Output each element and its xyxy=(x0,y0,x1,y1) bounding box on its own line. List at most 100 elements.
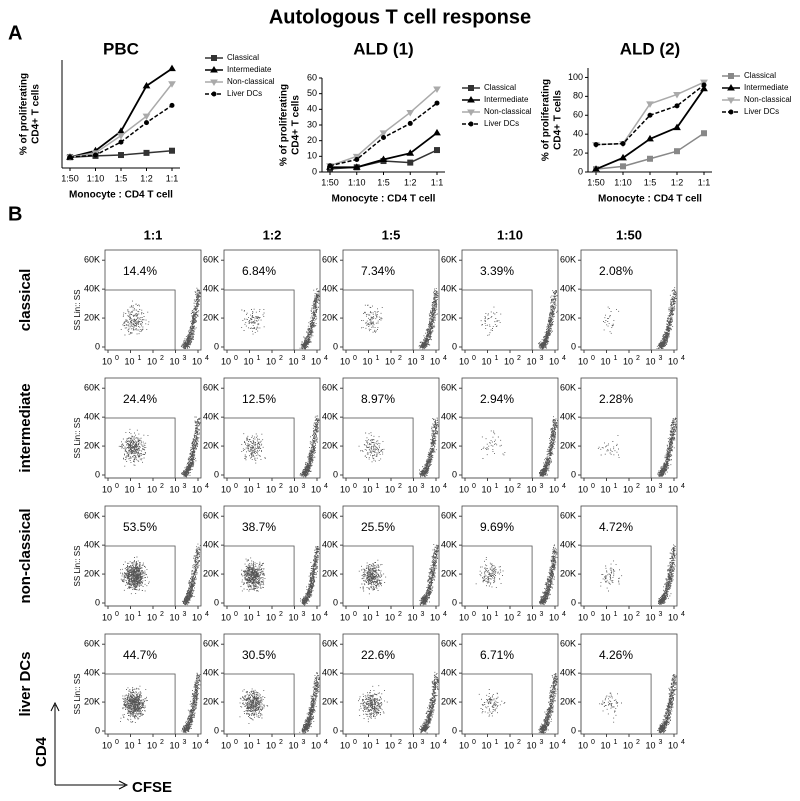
y-tick-label: 0 xyxy=(95,725,100,735)
x-tick-base: 10 xyxy=(578,612,588,622)
marker xyxy=(354,156,360,162)
x-tick-exponent: 3 xyxy=(659,611,663,618)
y-tick-label: 60K xyxy=(441,383,457,393)
x-tick-exponent: 2 xyxy=(398,483,402,490)
marker xyxy=(467,96,475,103)
x-tick-exponent: 1 xyxy=(614,739,618,746)
x-tick-base: 10 xyxy=(169,484,179,494)
x-tick-label: 1:2 xyxy=(404,177,417,187)
x-tick-exponent: 2 xyxy=(636,355,640,362)
y-tick-label: 60K xyxy=(441,255,457,265)
y-tick-label: 0 xyxy=(571,469,576,479)
gate xyxy=(104,545,176,607)
x-tick-base: 10 xyxy=(288,740,298,750)
gate-percentage: 24.4% xyxy=(123,392,157,406)
y-axis-title: CD4+ T cells xyxy=(31,84,42,144)
marker xyxy=(118,139,124,145)
x-tick-base: 10 xyxy=(623,484,633,494)
marker xyxy=(701,82,707,88)
y-tick-label: 60K xyxy=(322,383,338,393)
legend-label: Non-classical xyxy=(227,77,275,86)
marker xyxy=(142,81,151,89)
x-tick-exponent: 0 xyxy=(115,483,119,490)
x-tick-exponent: 0 xyxy=(353,355,357,362)
marker xyxy=(381,135,386,141)
x-tick-exponent: 1 xyxy=(257,739,261,746)
y-tick-label: 40K xyxy=(203,284,219,294)
y-tick-label: 40K xyxy=(560,540,576,550)
x-tick-base: 10 xyxy=(147,484,157,494)
y-tick-label: 60K xyxy=(203,639,219,649)
series-line xyxy=(69,83,173,158)
marker xyxy=(647,155,653,162)
x-tick-exponent: 1 xyxy=(495,611,499,618)
y-tick-label: 20K xyxy=(322,696,338,706)
x-tick-exponent: 4 xyxy=(562,483,566,490)
y-tick-label: 60 xyxy=(307,72,317,82)
gate xyxy=(580,545,652,607)
x-tick-exponent: 4 xyxy=(324,739,328,746)
marker xyxy=(673,123,681,131)
dot-cloud xyxy=(241,415,320,478)
y-tick-label: 40K xyxy=(84,412,100,422)
legend-label: Liver DCs xyxy=(744,107,779,116)
panel-label: A xyxy=(8,22,22,44)
x-tick-exponent: 2 xyxy=(160,611,164,618)
column-header: 1:1 xyxy=(144,227,163,242)
marker xyxy=(379,155,388,162)
x-tick-exponent: 4 xyxy=(562,611,566,618)
y-tick-label: 40K xyxy=(322,284,338,294)
marker xyxy=(434,147,440,154)
y-tick-label: 50 xyxy=(307,88,317,98)
x-tick-base: 10 xyxy=(407,612,417,622)
x-tick-exponent: 0 xyxy=(472,739,476,746)
dot-cloud xyxy=(120,287,201,350)
x-tick-base: 10 xyxy=(459,612,469,622)
plot-y-label: SS Lin:: SS xyxy=(73,546,82,587)
x-tick-exponent: 1 xyxy=(138,355,142,362)
y-tick-label: 20K xyxy=(84,568,100,578)
x-tick-exponent: 4 xyxy=(324,355,328,362)
x-tick-base: 10 xyxy=(221,484,231,494)
plot-y-label: SS Lin:: SS xyxy=(73,418,82,459)
x-tick-base: 10 xyxy=(288,356,298,366)
x-tick-exponent: 1 xyxy=(495,355,499,362)
gate xyxy=(223,417,295,479)
x-tick-exponent: 0 xyxy=(234,355,238,362)
x-tick-base: 10 xyxy=(526,356,536,366)
arrow-head xyxy=(50,701,60,712)
x-tick-exponent: 0 xyxy=(472,483,476,490)
x-tick-base: 10 xyxy=(385,356,395,366)
x-tick-base: 10 xyxy=(481,612,491,622)
x-tick-base: 10 xyxy=(362,484,372,494)
y-tick-label: 20K xyxy=(441,440,457,450)
x-tick-base: 10 xyxy=(578,484,588,494)
x-tick-exponent: 0 xyxy=(115,739,119,746)
dot-cloud xyxy=(475,544,558,606)
x-tick-exponent: 0 xyxy=(591,611,595,618)
gate xyxy=(461,417,533,479)
x-tick-base: 10 xyxy=(124,740,134,750)
x-axis-title: Monocyte : CD4 T cell xyxy=(332,194,436,205)
marker xyxy=(674,148,680,155)
x-tick-base: 10 xyxy=(668,612,678,622)
x-tick-exponent: 3 xyxy=(659,355,663,362)
marker xyxy=(407,120,413,126)
y-tick-label: 20K xyxy=(203,312,219,322)
x-tick-label: 1:10 xyxy=(87,173,105,183)
x-tick-exponent: 3 xyxy=(183,355,187,362)
x-tick-base: 10 xyxy=(481,484,491,494)
x-tick-exponent: 2 xyxy=(517,483,521,490)
legend-label: Liver DCs xyxy=(227,89,262,98)
x-tick-exponent: 1 xyxy=(257,611,261,618)
x-tick-exponent: 4 xyxy=(205,355,209,362)
marker xyxy=(118,152,124,159)
y-axis-title: % of proliferating xyxy=(279,84,290,166)
marker xyxy=(619,153,627,161)
x-tick-base: 10 xyxy=(266,740,276,750)
x-tick-base: 10 xyxy=(311,356,321,366)
marker xyxy=(406,149,415,156)
y-tick-label: 60K xyxy=(560,383,576,393)
marker xyxy=(327,163,333,169)
x-tick-exponent: 1 xyxy=(376,739,380,746)
